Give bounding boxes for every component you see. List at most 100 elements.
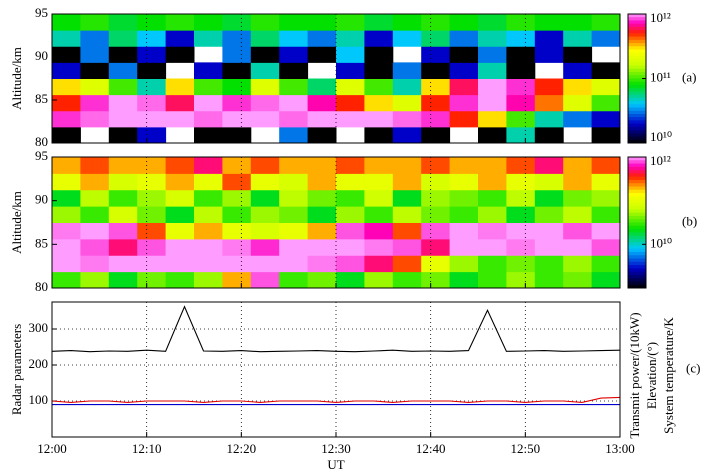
heatmap-cell [52,255,81,273]
heatmap-cell [222,255,252,273]
heatmap-cell [336,189,365,207]
heatmap-cell [222,173,252,191]
heatmap-cell [364,46,394,63]
colorbar-strip [628,225,646,230]
colorbar-strip [628,126,646,131]
colorbar-strip [628,173,646,178]
colorbar-strip [628,284,646,289]
heatmap-cell [421,110,451,128]
colorbar-strip [628,245,646,250]
heatmap-cell [591,94,621,112]
heatmap-cell [108,173,138,191]
heatmap-cell [279,255,309,273]
heatmap-cell [307,30,337,47]
heatmap-cell [421,238,451,256]
y-tick-label: 90 [35,192,48,207]
heatmap-cell [392,62,422,79]
colorbar-strip [628,26,646,31]
colorbar-strip [628,251,646,256]
heatmap-cell [364,157,394,174]
colorbar-strip [628,55,646,60]
heatmap-cell [108,206,138,223]
heatmap-cell [449,271,479,289]
heatmap-cell [52,206,81,223]
heatmap-cell [392,238,422,256]
heatmap-cell [478,62,507,79]
heatmap-cell [307,206,337,223]
heatmap-cell [250,222,280,240]
heatmap-cell [137,206,167,223]
heatmap-cell [307,110,337,128]
x-tick-label: 12:20 [227,441,257,456]
colorbar-tick-label: 10¹⁰ [650,129,672,144]
heatmap-cell [222,222,252,240]
heatmap-cell [478,271,507,289]
heatmap-cell [563,157,593,174]
colorbar-strip [628,202,646,207]
x-tick-label: 12:40 [416,441,446,456]
colorbar-strip [628,248,646,253]
heatmap-cell [108,271,138,289]
heatmap-cell [364,173,394,191]
heatmap-cell [137,110,167,128]
heatmap-cell [591,110,621,128]
heatmap-cell [534,78,564,96]
heatmap-cell [563,255,593,273]
heatmap-cell [165,94,195,112]
heatmap-cell [250,206,280,223]
colorbar-strip [628,62,646,67]
heatmap-cell [307,14,337,31]
colorbar-strip [628,36,646,41]
heatmap-cell [137,271,167,289]
colorbar-strip [628,274,646,279]
heatmap-cell [279,94,309,112]
heatmap-cell [392,222,422,240]
heatmap-cell [194,238,223,256]
heatmap-cell [364,126,394,144]
legend-label: Elevation/(°) [644,342,659,409]
heatmap-cell [137,46,167,63]
heatmap-cell [250,238,280,256]
heatmap-cell [137,255,167,273]
colorbar-strip [628,81,646,86]
heatmap-cell [478,206,507,223]
heatmap-cell [506,238,536,256]
colorbar-strip [628,101,646,105]
colorbar-strip [628,212,646,217]
heatmap-cell [194,222,223,240]
colorbar-strip [628,160,646,165]
heatmap-cell [506,126,536,144]
heatmap-cell [506,14,536,31]
colorbar-strip [628,238,646,243]
colorbar-strip [628,189,646,194]
colorbar-strip [628,242,646,246]
heatmap-cell [534,94,564,112]
colorbar-strip [628,72,646,76]
heatmap-cell [591,78,621,96]
heatmap-cell [165,78,195,96]
heatmap-cell [478,238,507,256]
heatmap-cell [250,110,280,128]
legend-label: System temperature/K [661,317,676,434]
heatmap-cell [80,206,110,223]
heatmap-cell [364,255,394,273]
heatmap-cell [52,62,81,79]
plot-frame [51,301,621,438]
legend-label: Transmit power/(10kW) [627,312,642,438]
heatmap-cell [194,110,223,128]
heatmap-cell [137,157,167,174]
panel-label: (b) [682,213,697,228]
heatmap-cell [279,30,309,47]
x-tick-label: 13:00 [605,441,635,456]
heatmap-cell [80,238,110,256]
colorbar-strip [628,163,646,168]
heatmap-cell [336,78,365,96]
heatmap-cell [506,157,536,174]
heatmap-cell [165,206,195,223]
heatmap-cell [591,173,621,191]
x-tick-label: 12:50 [511,441,541,456]
colorbar-strip [628,104,646,109]
heatmap-cell [506,46,536,63]
heatmap-cell [506,173,536,191]
colorbar-strip [628,113,646,118]
